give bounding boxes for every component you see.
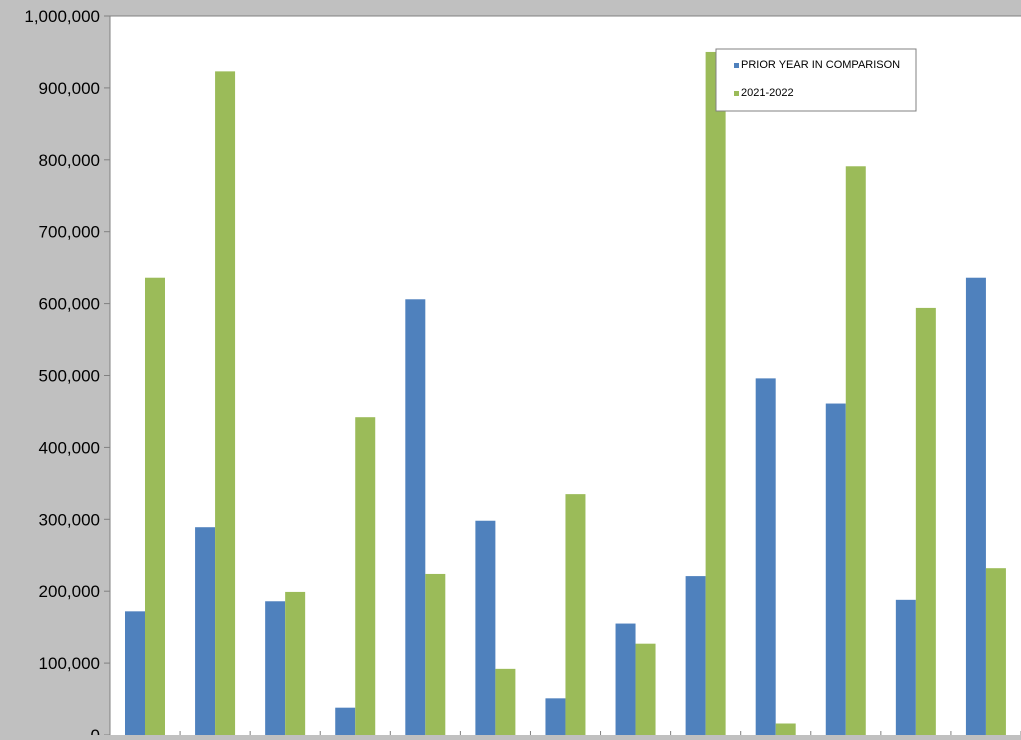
bar-current-year [215,71,236,736]
x-axis [109,731,1021,735]
legend-label: PRIOR YEAR IN COMPARISON [741,59,900,71]
y-tick-label: 100,000 [39,654,100,673]
bar-prior-year [965,277,986,735]
y-tick-label: 700,000 [39,223,100,242]
legend-label: 2021-2022 [741,87,794,99]
bar-current-year [565,494,586,735]
legend-swatch [734,91,739,96]
bar-prior-year [335,707,356,735]
legend-swatch [734,63,739,68]
bar-prior-year [125,611,145,735]
y-tick-label: 600,000 [39,295,100,314]
y-tick-label: 0 [91,726,100,735]
bar-prior-year [685,576,706,735]
bars [125,51,1006,736]
bar-current-year [285,591,306,735]
y-tick-label: 1,000,000 [24,7,100,26]
legend: PRIOR YEAR IN COMPARISON 2021-2022 [715,48,917,112]
bar-prior-year [615,623,636,735]
bar-prior-year [195,527,216,735]
y-tick-label: 800,000 [39,151,100,170]
y-tick-label: 500,000 [39,367,100,386]
bar-prior-year [755,378,776,735]
bar-current-year [915,307,936,735]
y-axis: 0 100,000 200,000 300,000 400,000 500,000 600,… [24,7,1021,740]
bar-current-year [635,643,656,735]
bar-current-year [145,277,165,735]
bar-prior-year [475,520,496,735]
bar-prior-year [545,698,566,735]
bar-current-year [425,573,446,735]
bar-current-year [775,723,796,735]
y-tick-label: 400,000 [39,438,100,457]
y-tick-label: 200,000 [39,582,100,601]
bar-prior-year [895,599,916,735]
y-tick-label: 300,000 [39,510,100,529]
bar-prior-year [405,299,426,735]
bar-current-year [985,568,1006,735]
legend-box [715,48,917,112]
bar-current-year [845,166,866,735]
bar-current-year [705,51,726,735]
y-tick-label: 900,000 [39,79,100,98]
bar-current-year [355,417,376,735]
bar-current-year [495,668,516,735]
bar-prior-year [265,601,286,735]
bar-prior-year [825,403,846,735]
